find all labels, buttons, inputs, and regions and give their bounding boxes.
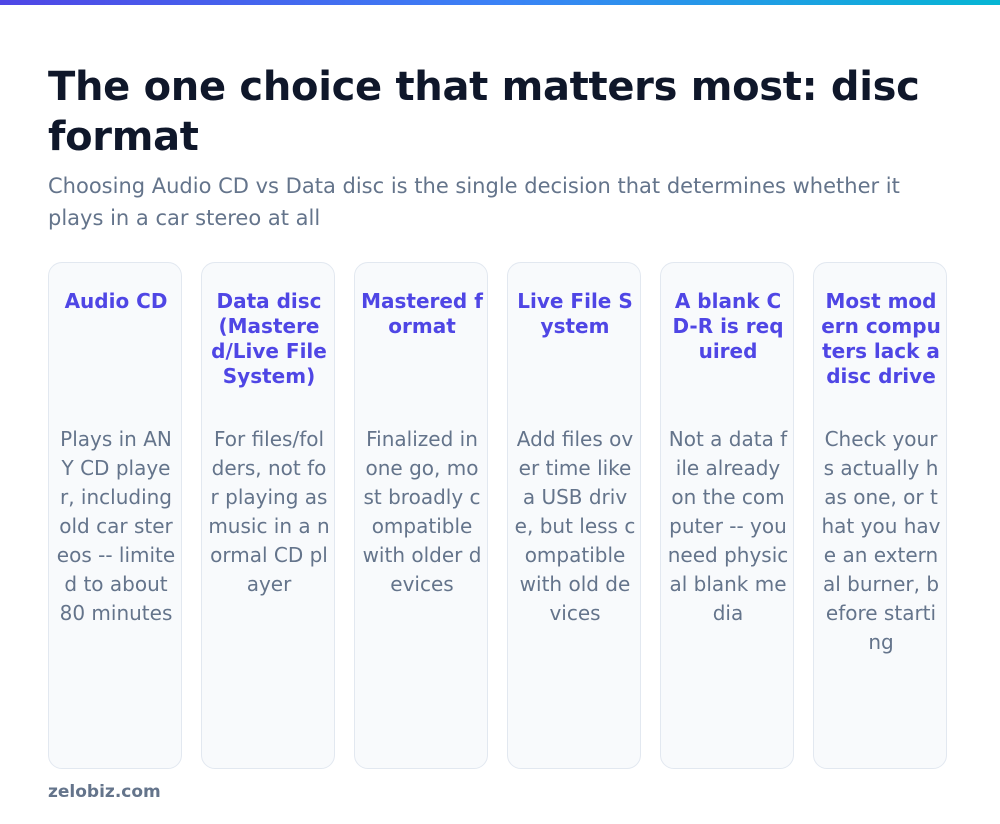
card-mastered-format: Mastered format Finalized in one go, mos…: [354, 262, 488, 769]
top-accent-bar: [0, 0, 1000, 5]
card-data-disc: Data disc (Mastered/Live File System) Fo…: [201, 262, 335, 769]
card-title: Live File System: [517, 289, 633, 338]
card-disc-drive: Most modern computers lack a disc drive …: [813, 262, 947, 769]
format-cards: Audio CD Plays in ANY CD player, includi…: [48, 262, 949, 771]
card-live-file-system: Live File System Add files over time lik…: [507, 262, 641, 769]
card-title: Audio CD: [64, 289, 168, 313]
card-title: Data disc (Mastered/Live File System): [211, 289, 327, 388]
footer-site-name: zelobiz.com: [48, 782, 161, 802]
card-description: Finalized in one go, most broadly compat…: [362, 427, 482, 596]
card-description: Add files over time like a USB drive, bu…: [514, 427, 636, 625]
card-description: Check yours actually has one, or that yo…: [821, 427, 941, 654]
card-description: Plays in ANY CD player, including old ca…: [56, 427, 176, 625]
card-title: Most modern computers lack a disc drive: [821, 289, 941, 388]
card-title: Mastered format: [361, 289, 483, 338]
page-subtitle: Choosing Audio CD vs Data disc is the si…: [48, 174, 900, 230]
card-title: A blank CD-R is required: [672, 289, 784, 363]
page-title: The one choice that matters most: disc f…: [48, 64, 920, 160]
card-description: For files/folders, not for playing as mu…: [208, 427, 330, 596]
card-description: Not a data file already on the computer …: [667, 427, 789, 625]
card-blank-cdr: A blank CD-R is required Not a data file…: [660, 262, 794, 769]
card-audio-cd: Audio CD Plays in ANY CD player, includi…: [48, 262, 182, 769]
